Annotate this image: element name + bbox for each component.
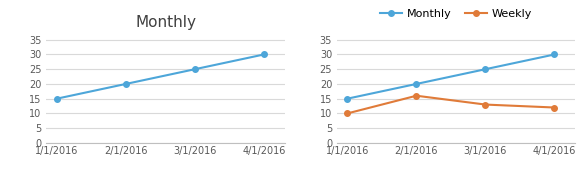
Title: Monthly: Monthly: [135, 15, 196, 30]
Line: Monthly: Monthly: [345, 52, 557, 102]
Weekly: [413, 95, 420, 97]
Legend: Monthly, Weekly: Monthly, Weekly: [376, 5, 536, 24]
Weekly: [482, 103, 489, 106]
Monthly: [551, 53, 558, 56]
Line: Weekly: Weekly: [345, 93, 557, 116]
Weekly: [551, 106, 558, 109]
Monthly: [482, 68, 489, 70]
Weekly: [344, 112, 351, 114]
Monthly: [344, 98, 351, 100]
Monthly: [413, 83, 420, 85]
